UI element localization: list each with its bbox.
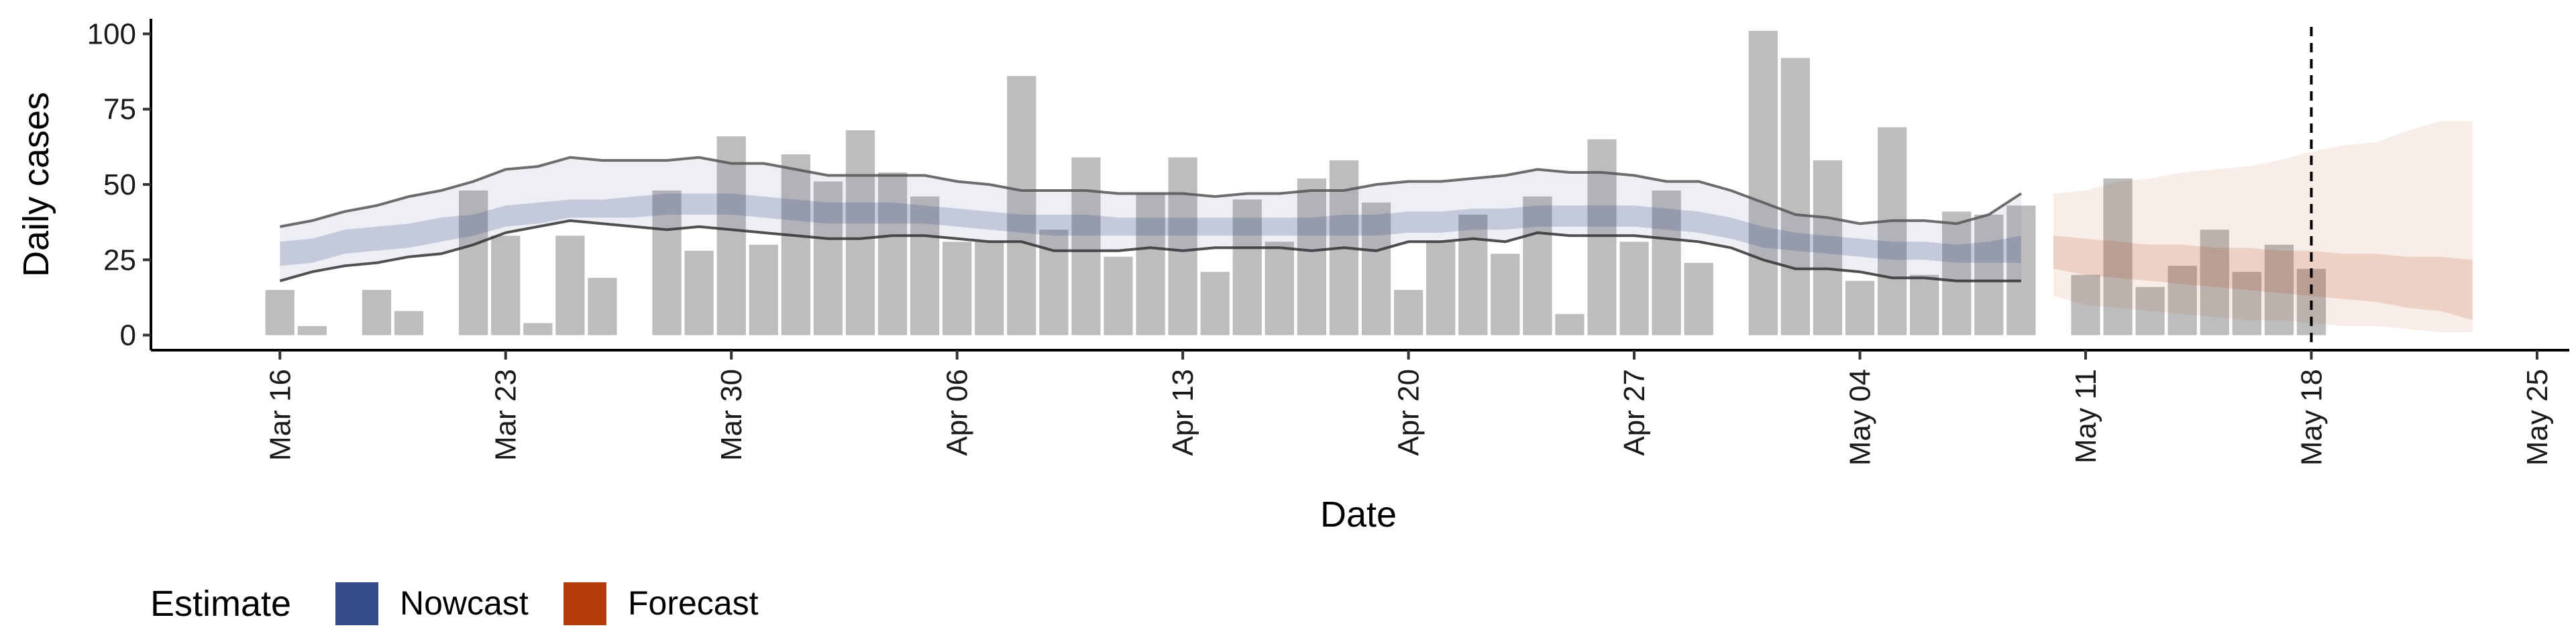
legend-label-nowcast: Nowcast	[400, 584, 529, 622]
bar	[845, 130, 875, 335]
bar	[1393, 290, 1424, 335]
bar	[1619, 241, 1649, 335]
bar	[1813, 160, 1843, 335]
bar	[1523, 196, 1552, 335]
bar	[555, 235, 585, 335]
bar	[588, 278, 617, 335]
bar	[1942, 211, 1972, 335]
bar	[813, 181, 843, 335]
bar	[1265, 241, 1294, 335]
x-tick-label: Apr 06	[941, 369, 974, 456]
nowcast-upper-line	[279, 156, 2022, 228]
bar	[1587, 139, 1617, 335]
y-tick-label: 75	[103, 93, 136, 126]
bar	[523, 323, 553, 335]
y-tick-label: 100	[87, 17, 136, 50]
y-tick-label: 50	[103, 168, 136, 201]
axes-layer: 0 25 50 75 100 Mar 16 Mar 23 Mar 30 Apr 06 Apr 13…	[87, 17, 2569, 466]
bar	[2200, 229, 2229, 335]
bar	[2135, 286, 2165, 335]
nowcast-lower-line	[279, 219, 2021, 282]
bar	[2232, 272, 2261, 335]
bar	[1845, 280, 1875, 335]
bar	[1007, 76, 1036, 335]
bar	[781, 154, 810, 335]
bar	[1684, 262, 1713, 335]
forecast-outer-band	[2053, 121, 2473, 333]
x-tick-label: Mar 16	[264, 369, 297, 461]
bar	[1071, 157, 1101, 335]
bar	[975, 241, 1004, 335]
y-tick-label: 0	[120, 319, 136, 352]
x-tick-label: Apr 27	[1618, 369, 1651, 456]
bar	[491, 235, 521, 335]
legend-label-forecast: Forecast	[628, 584, 759, 622]
bar	[1877, 127, 1907, 335]
bar	[1748, 30, 1778, 335]
bar	[1780, 58, 1811, 335]
bar	[394, 311, 424, 335]
bar	[1555, 314, 1585, 335]
bar	[1491, 254, 1520, 335]
bar	[1361, 202, 1391, 335]
forecast-inner-band	[2053, 235, 2473, 321]
bar	[1974, 214, 2004, 335]
bar	[684, 250, 714, 335]
x-tick-label: Apr 20	[1393, 369, 1426, 456]
bar	[297, 326, 327, 335]
bar	[1426, 241, 1456, 335]
bar	[1200, 272, 1230, 335]
bar	[1136, 193, 1165, 335]
forecast-layer	[2053, 121, 2473, 333]
bar	[749, 244, 778, 335]
bar	[2103, 178, 2133, 335]
legend-swatch-nowcast	[335, 582, 378, 625]
bar	[2071, 274, 2100, 335]
bar	[2264, 244, 2294, 335]
nowcast-outer-band	[280, 157, 2021, 281]
bar	[716, 136, 746, 335]
x-tick-label: May 25	[2521, 369, 2554, 466]
bar	[910, 196, 940, 335]
bar	[943, 241, 972, 335]
bar	[362, 290, 392, 335]
y-tick-label: 25	[103, 244, 136, 276]
x-tick-label: Mar 30	[715, 369, 748, 461]
x-tick-label: May 18	[2295, 369, 2328, 466]
bar	[459, 190, 488, 335]
x-tick-label: May 04	[1844, 369, 1877, 466]
bar	[877, 172, 908, 335]
legend-title: Estimate	[150, 584, 291, 624]
bar	[265, 290, 294, 335]
legend-swatch-forecast	[564, 582, 606, 625]
bars-layer	[265, 30, 2326, 335]
bar	[1297, 178, 1327, 335]
x-tick-label: Mar 23	[490, 369, 523, 461]
bar	[1232, 199, 1262, 335]
bar	[2167, 266, 2197, 335]
y-axis-title: Daily cases	[16, 92, 56, 277]
bar	[652, 190, 682, 335]
x-tick-label: Apr 13	[1167, 369, 1199, 456]
x-tick-label: May 11	[2070, 369, 2102, 464]
bar	[1458, 214, 1488, 335]
bar	[1652, 190, 1681, 335]
bar	[1104, 256, 1133, 335]
nowcast-inner-band	[280, 193, 2021, 266]
bar	[2006, 205, 2036, 335]
bar	[1168, 157, 1197, 335]
nowcast-layer	[279, 156, 2022, 282]
x-axis-title: Date	[1320, 494, 1397, 535]
legend: Estimate Nowcast Forecast	[150, 582, 759, 625]
bar	[1910, 274, 1939, 335]
